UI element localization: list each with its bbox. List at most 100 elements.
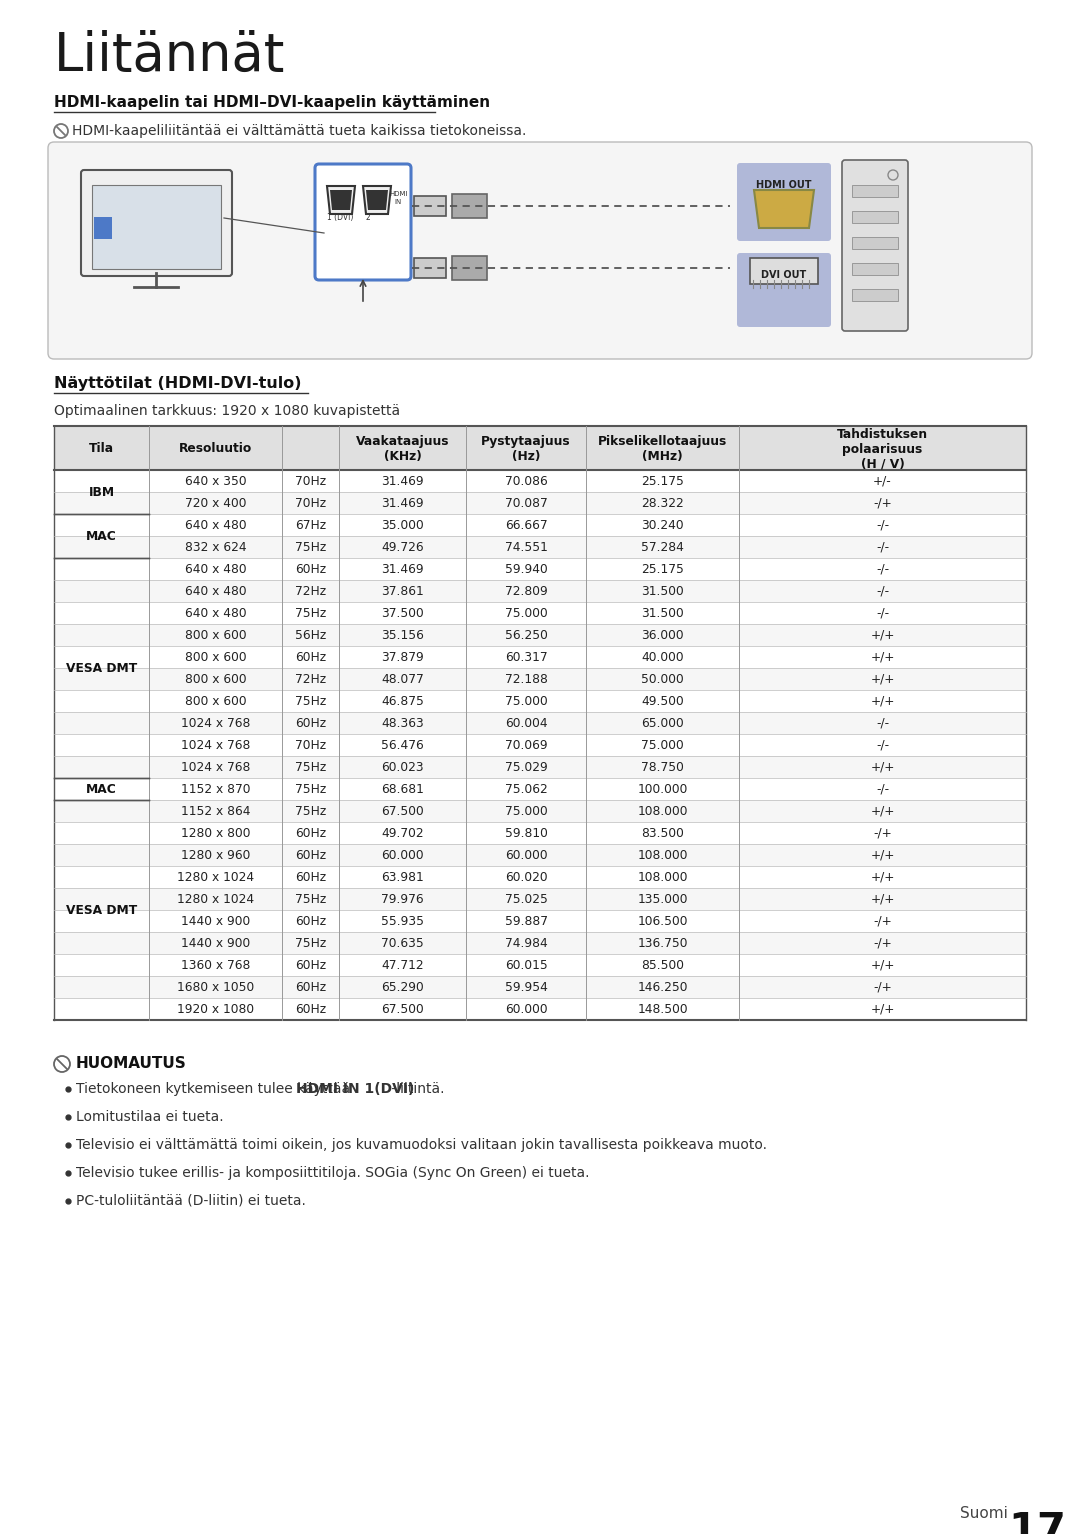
Text: 60.023: 60.023 — [381, 761, 423, 775]
Text: +/+: +/+ — [870, 893, 894, 907]
Text: -/-: -/- — [876, 716, 889, 730]
Text: 68.681: 68.681 — [381, 782, 424, 796]
Text: 25.175: 25.175 — [642, 563, 684, 575]
Text: 1024 x 768: 1024 x 768 — [180, 739, 251, 752]
Text: -/-: -/- — [876, 563, 889, 575]
Text: 1 (DVI): 1 (DVI) — [327, 213, 353, 222]
Text: 146.250: 146.250 — [637, 982, 688, 994]
Bar — [54, 910, 1026, 933]
Text: 70Hz: 70Hz — [295, 739, 326, 752]
Text: Suomi: Suomi — [960, 1506, 1008, 1522]
Bar — [54, 933, 1026, 954]
Text: 100.000: 100.000 — [637, 782, 688, 796]
Text: 70.069: 70.069 — [504, 739, 548, 752]
Text: HDMI OUT: HDMI OUT — [756, 179, 812, 190]
Text: Näyttötilat (HDMI-DVI-tulo): Näyttötilat (HDMI-DVI-tulo) — [54, 376, 301, 391]
Text: 72Hz: 72Hz — [295, 584, 326, 598]
Bar — [54, 867, 1026, 888]
Text: -liitintä.: -liitintä. — [388, 1081, 445, 1095]
Text: Televisio ei välttämättä toimi oikein, jos kuvamuodoksi valitaan jokin tavallise: Televisio ei välttämättä toimi oikein, j… — [76, 1138, 767, 1152]
Text: 70.087: 70.087 — [504, 497, 548, 509]
Text: 48.363: 48.363 — [381, 716, 423, 730]
Text: +/+: +/+ — [870, 695, 894, 709]
Bar — [54, 426, 1026, 469]
FancyBboxPatch shape — [48, 143, 1032, 359]
Text: 1360 x 768: 1360 x 768 — [180, 959, 251, 973]
Text: -/+: -/+ — [873, 827, 892, 841]
Text: 56.250: 56.250 — [504, 629, 548, 643]
Text: 65.000: 65.000 — [642, 716, 684, 730]
Bar — [54, 469, 1026, 492]
Text: Tietokoneen kytkemiseen tulee käyttää: Tietokoneen kytkemiseen tulee käyttää — [76, 1081, 354, 1095]
Bar — [414, 258, 446, 278]
Text: -/+: -/+ — [873, 937, 892, 950]
Text: 67.500: 67.500 — [381, 1003, 423, 1016]
Text: +/+: +/+ — [870, 848, 894, 862]
Text: 60.015: 60.015 — [504, 959, 548, 973]
Text: 47.712: 47.712 — [381, 959, 423, 973]
FancyBboxPatch shape — [737, 163, 831, 241]
Text: 800 x 600: 800 x 600 — [185, 650, 246, 664]
Text: +/+: +/+ — [870, 871, 894, 884]
Polygon shape — [330, 190, 352, 210]
Bar — [54, 492, 1026, 514]
Text: 66.667: 66.667 — [504, 518, 548, 532]
Text: 800 x 600: 800 x 600 — [185, 673, 246, 686]
Text: +/+: +/+ — [870, 673, 894, 686]
Bar — [453, 193, 487, 218]
Text: Liitännät: Liitännät — [54, 31, 285, 81]
Bar — [453, 256, 487, 281]
Text: 79.976: 79.976 — [381, 893, 423, 907]
Text: 60Hz: 60Hz — [295, 563, 326, 575]
Text: 56.476: 56.476 — [381, 739, 423, 752]
Bar — [94, 216, 112, 239]
Text: IBM: IBM — [89, 486, 114, 499]
Text: 75Hz: 75Hz — [295, 542, 326, 554]
Bar — [54, 756, 1026, 778]
Bar — [54, 778, 1026, 801]
Text: -/-: -/- — [876, 584, 889, 598]
Bar — [92, 186, 221, 268]
Text: 60Hz: 60Hz — [295, 914, 326, 928]
Text: 31.469: 31.469 — [381, 476, 423, 488]
Text: 60Hz: 60Hz — [295, 827, 326, 841]
Text: 106.500: 106.500 — [637, 914, 688, 928]
Text: 75.029: 75.029 — [504, 761, 548, 775]
Bar — [54, 690, 1026, 712]
Bar — [54, 976, 1026, 999]
Text: VESA DMT: VESA DMT — [66, 904, 137, 917]
Text: 75.000: 75.000 — [504, 607, 548, 620]
Text: Tila: Tila — [89, 442, 114, 456]
Text: 57.284: 57.284 — [642, 542, 684, 554]
Text: +/+: +/+ — [870, 650, 894, 664]
Text: HDMI IN 1(DVI): HDMI IN 1(DVI) — [296, 1081, 415, 1095]
Text: +/+: +/+ — [870, 1003, 894, 1016]
Text: 60Hz: 60Hz — [295, 1003, 326, 1016]
Text: 50.000: 50.000 — [642, 673, 684, 686]
Text: MAC: MAC — [86, 782, 117, 796]
Polygon shape — [327, 186, 355, 215]
Bar — [54, 580, 1026, 601]
Text: 60.020: 60.020 — [504, 871, 548, 884]
Text: 49.500: 49.500 — [642, 695, 684, 709]
Text: 40.000: 40.000 — [642, 650, 684, 664]
Bar — [852, 262, 897, 275]
Bar — [54, 712, 1026, 733]
Text: 74.551: 74.551 — [504, 542, 548, 554]
Text: 56Hz: 56Hz — [295, 629, 326, 643]
Text: 67Hz: 67Hz — [295, 518, 326, 532]
Text: 1280 x 1024: 1280 x 1024 — [177, 893, 254, 907]
Bar — [54, 601, 1026, 624]
Bar — [54, 624, 1026, 646]
Text: 72.188: 72.188 — [504, 673, 548, 686]
Text: 60.317: 60.317 — [504, 650, 548, 664]
Text: HUOMAUTUS: HUOMAUTUS — [76, 1055, 187, 1071]
Text: 75.000: 75.000 — [504, 805, 548, 818]
Text: -/-: -/- — [876, 518, 889, 532]
Text: 640 x 480: 640 x 480 — [185, 518, 246, 532]
Text: 2: 2 — [366, 213, 370, 222]
Bar — [54, 954, 1026, 976]
Text: 60Hz: 60Hz — [295, 650, 326, 664]
Text: 70Hz: 70Hz — [295, 497, 326, 509]
Text: 1280 x 960: 1280 x 960 — [180, 848, 251, 862]
